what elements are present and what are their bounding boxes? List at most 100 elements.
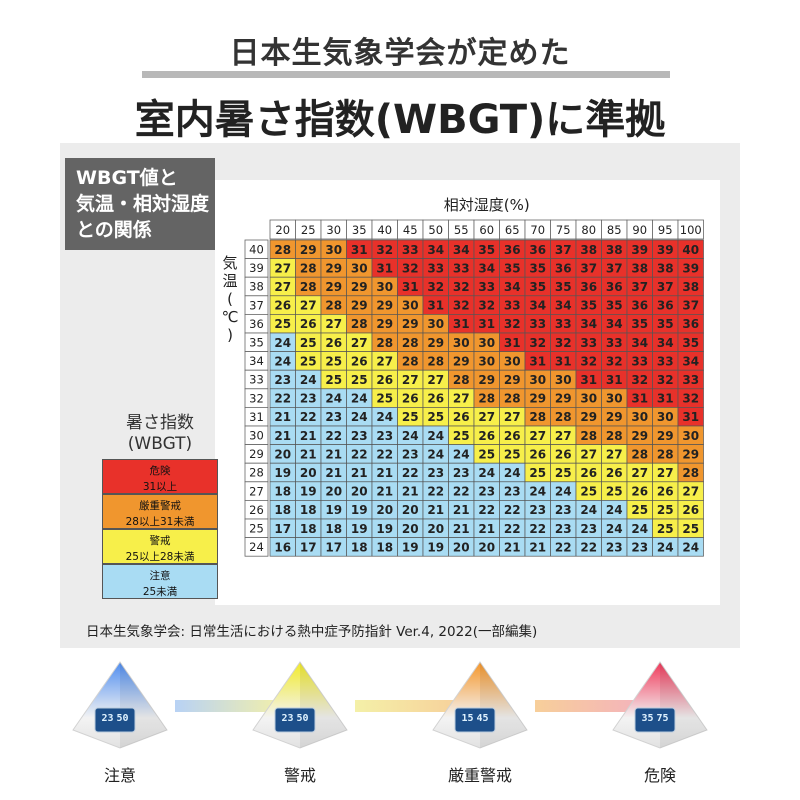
heatmap-value: 23 (274, 373, 291, 387)
x-tick-label: 85 (607, 223, 622, 237)
heatmap-value: 22 (453, 485, 470, 499)
heatmap-value: 22 (555, 540, 572, 554)
heatmap-value: 31 (453, 317, 470, 331)
y-tick-label: 26 (249, 503, 264, 517)
y-tick-label: 38 (249, 280, 264, 294)
y-axis-label-char: 気 (222, 254, 237, 272)
heatmap-value: 28 (631, 447, 648, 461)
heatmap-value: 24 (682, 540, 699, 554)
heatmap-value: 22 (376, 447, 393, 461)
y-tick-label: 35 (249, 336, 264, 350)
section-tag-line2: 気温・相対湿度 (76, 193, 210, 215)
heatmap-value: 28 (682, 466, 699, 480)
heatmap-value: 18 (325, 522, 342, 536)
heatmap-value: 23 (504, 485, 521, 499)
heatmap-value: 28 (325, 299, 342, 313)
y-tick-label: 33 (249, 373, 264, 387)
y-tick-label: 30 (249, 429, 264, 443)
heatmap-value: 19 (376, 522, 393, 536)
heatmap-value: 32 (504, 317, 521, 331)
heatmap-value: 40 (682, 243, 699, 257)
heatmap-value: 28 (402, 354, 419, 368)
heatmap-value: 36 (504, 243, 521, 257)
heatmap-value: 20 (478, 540, 495, 554)
heatmap-value: 30 (478, 336, 495, 350)
y-tick-label: 28 (249, 466, 264, 480)
device-level-label: 厳重警戒 (447, 766, 512, 785)
y-tick-label: 31 (249, 410, 264, 424)
pyramid-lamp-icon (72, 661, 168, 749)
heatmap-value: 24 (606, 503, 623, 517)
heatmap-value: 26 (453, 410, 470, 424)
heatmap-value: 28 (657, 447, 674, 461)
glow-connector-1 (175, 700, 285, 712)
heatmap-value: 26 (376, 373, 393, 387)
heatmap-value: 35 (529, 261, 546, 275)
heatmap-value: 23 (376, 429, 393, 443)
heatmap-value: 32 (376, 243, 393, 257)
heatmap-value: 20 (351, 485, 368, 499)
headline-divider (142, 71, 670, 78)
heatmap-value: 33 (427, 261, 444, 275)
heatmap-value: 24 (402, 429, 419, 443)
heatmap-value: 27 (402, 373, 419, 387)
heatmap-value: 24 (580, 503, 597, 517)
device-temp-readout: 35 (641, 713, 654, 724)
heatmap-value: 21 (351, 466, 368, 480)
y-tick-cell (244, 537, 269, 557)
heatmap-value: 23 (555, 522, 572, 536)
heatmap-value: 30 (631, 410, 648, 424)
heatmap-value: 34 (580, 317, 597, 331)
heatmap-value: 30 (325, 243, 342, 257)
heatmap-value: 29 (376, 299, 393, 313)
heatmap-value: 37 (631, 280, 648, 294)
device-temp-readout: 15 (461, 713, 474, 724)
heatmap-value: 31 (682, 410, 699, 424)
heatmap-value: 33 (682, 373, 699, 387)
x-tick-label: 20 (275, 223, 290, 237)
heatmap-value: 38 (580, 243, 597, 257)
heatmap-value: 18 (300, 522, 317, 536)
legend-title: 暑さ指数 (WBGT) (102, 413, 218, 455)
heatmap-value: 23 (555, 503, 572, 517)
x-tick-label: 30 (326, 223, 341, 237)
heatmap-value: 21 (325, 447, 342, 461)
heatmap-value: 16 (274, 540, 291, 554)
heatmap-value: 29 (300, 243, 317, 257)
heatmap-value: 27 (606, 447, 623, 461)
x-tick-label: 25 (301, 223, 316, 237)
heatmap-value: 24 (300, 373, 317, 387)
heatmap-value: 21 (300, 447, 317, 461)
heatmap-value: 39 (631, 243, 648, 257)
heatmap-value: 29 (631, 429, 648, 443)
heatmap-value: 27 (274, 280, 291, 294)
heatmap-value: 23 (402, 447, 419, 461)
heatmap-value: 37 (657, 280, 674, 294)
heatmap-value: 30 (682, 429, 699, 443)
heatmap-value: 24 (606, 522, 623, 536)
heatmap-value: 27 (504, 410, 521, 424)
device-humidity-readout: 50 (296, 713, 309, 724)
heatmap-value: 18 (351, 540, 368, 554)
heatmap-value: 23 (427, 466, 444, 480)
heatmap-value: 28 (529, 410, 546, 424)
heatmap-value: 24 (351, 392, 368, 406)
legend-severe-warning-range: 28以上31未満 (125, 516, 195, 528)
heatmap-value: 31 (529, 354, 546, 368)
device-display: 23 50 (276, 713, 314, 724)
heatmap-value: 35 (478, 243, 495, 257)
y-tick-label: 34 (249, 354, 264, 368)
heatmap-value: 35 (555, 280, 572, 294)
heatmap-value: 26 (300, 317, 317, 331)
legend-title-line1: 暑さ指数 (126, 413, 194, 433)
legend-warning-range: 25以上28未満 (125, 551, 195, 563)
heatmap-value: 18 (300, 503, 317, 517)
x-tick-cell (677, 219, 704, 240)
device-display: 15 45 (456, 713, 494, 724)
heatmap-value: 26 (351, 354, 368, 368)
heatmap-value: 20 (402, 522, 419, 536)
x-axis-label: 相対湿度(%) (444, 196, 530, 214)
heatmap-value: 25 (631, 503, 648, 517)
x-tick-label: 95 (658, 223, 673, 237)
heatmap-value: 25 (427, 410, 444, 424)
